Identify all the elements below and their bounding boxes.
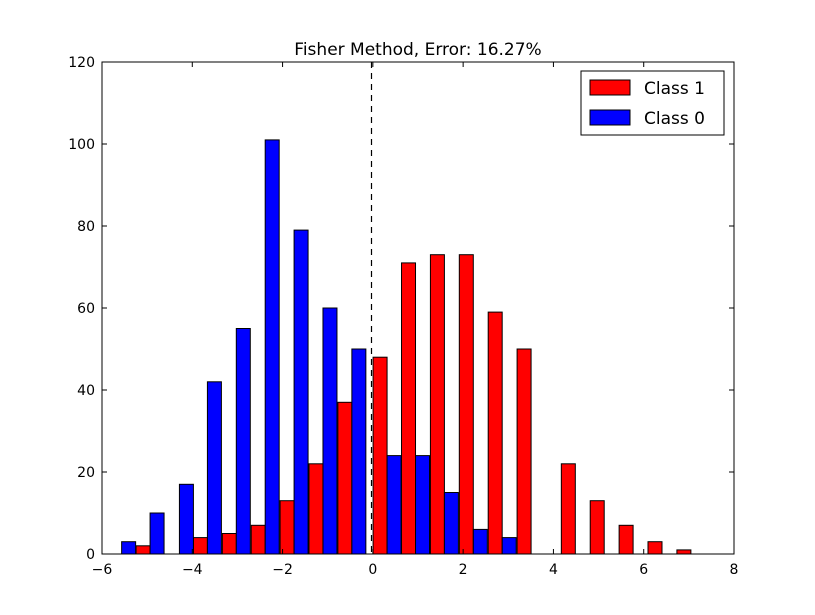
y-axis-tick-labels: 0 20 40 60 80 100 120 — [68, 55, 95, 563]
bar-class-0-1 — [149, 512, 165, 555]
bar-class-0-2 — [178, 483, 194, 555]
bar-class-1-10 — [429, 254, 445, 555]
x-tick-label: −2 — [272, 562, 293, 578]
x-tick-label: 4 — [549, 562, 558, 578]
bar-class-1-13 — [516, 348, 532, 555]
bar-class-1-3 — [221, 533, 237, 555]
y-tick-label: 20 — [77, 465, 95, 481]
bar-class-0-12 — [472, 528, 488, 555]
bar-class-1-18 — [647, 541, 663, 555]
legend: Class 1 Class 0 — [580, 70, 725, 136]
bar-class-1-19 — [676, 549, 692, 555]
x-tick-label: 2 — [459, 562, 468, 578]
y-tick-label: 40 — [77, 383, 95, 399]
bar-class-0-10 — [415, 455, 431, 555]
legend-label-1: Class 0 — [644, 109, 705, 129]
bar-class-0-5 — [264, 139, 280, 555]
bar-class-0-8 — [351, 348, 367, 555]
x-tick-label: −4 — [182, 562, 203, 578]
bar-class-0-0 — [121, 541, 137, 555]
bar-class-0-3 — [206, 381, 222, 555]
y-tick-label: 100 — [68, 137, 95, 153]
y-tick-label: 120 — [68, 55, 95, 71]
bar-class-0-13 — [501, 537, 517, 555]
bar-class-0-7 — [322, 307, 338, 555]
bar-class-1-8 — [372, 356, 388, 555]
y-tick-label: 80 — [77, 219, 95, 235]
legend-swatch-0 — [589, 79, 631, 96]
chart-title: Fisher Method, Error: 16.27% — [294, 40, 541, 60]
bar-class-0-11 — [443, 492, 459, 555]
x-tick-label: 6 — [639, 562, 648, 578]
axis-ticks — [101, 61, 735, 555]
bar-class-1-15 — [560, 463, 576, 555]
x-axis-tick-labels: −6 −4 −2 0 2 4 6 8 — [92, 562, 739, 578]
bar-class-0-6 — [293, 229, 309, 555]
x-tick-label: 0 — [368, 562, 377, 578]
legend-swatch-1 — [589, 109, 631, 126]
bar-class-1-6 — [308, 463, 324, 555]
x-tick-label: −6 — [92, 562, 113, 578]
bar-class-1-12 — [487, 311, 503, 555]
bar-class-1-4 — [250, 524, 266, 555]
bar-class-1-17 — [618, 524, 634, 555]
histogram-bars — [121, 139, 692, 555]
y-tick-label: 60 — [77, 301, 95, 317]
legend-label-0: Class 1 — [644, 79, 705, 99]
bar-class-1-1 — [135, 545, 151, 555]
bar-class-1-16 — [589, 500, 605, 555]
bar-class-0-4 — [235, 328, 251, 555]
bar-class-1-2 — [192, 537, 208, 555]
bar-class-0-9 — [386, 455, 402, 555]
bar-class-1-5 — [279, 500, 295, 555]
y-tick-label: 0 — [86, 547, 95, 563]
bar-class-1-9 — [401, 262, 417, 555]
x-tick-label: 8 — [730, 562, 739, 578]
bar-class-1-7 — [337, 401, 353, 555]
bar-class-1-11 — [458, 254, 474, 555]
